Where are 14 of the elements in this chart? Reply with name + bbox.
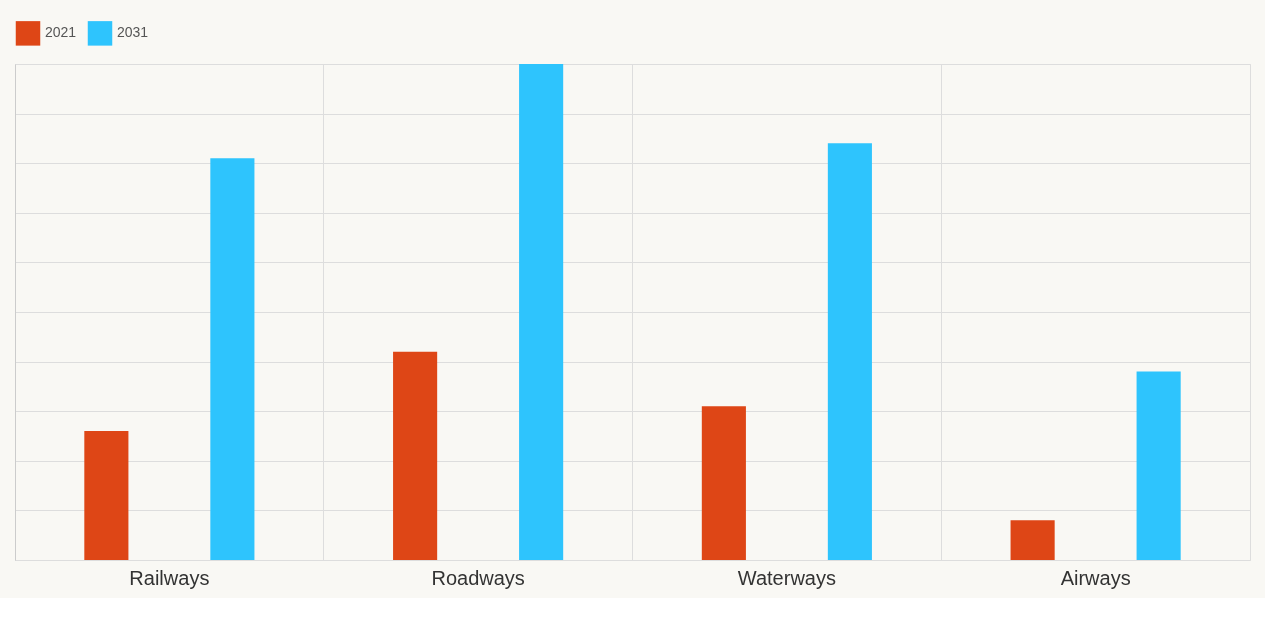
x-tick-label: Roadways <box>431 566 525 589</box>
legend-label: 2031 <box>117 24 149 41</box>
bar <box>827 143 872 560</box>
x-tick-label: Railways <box>129 566 210 589</box>
bar <box>1136 371 1181 560</box>
legend-label: 2021 <box>45 24 77 41</box>
bar <box>701 406 746 560</box>
bar <box>393 351 438 560</box>
bar <box>1010 520 1055 560</box>
bar <box>210 158 255 560</box>
x-tick-label: Airways <box>1060 566 1131 589</box>
bar <box>519 64 564 560</box>
x-tick-label: Waterways <box>737 566 836 589</box>
bar <box>84 431 129 560</box>
